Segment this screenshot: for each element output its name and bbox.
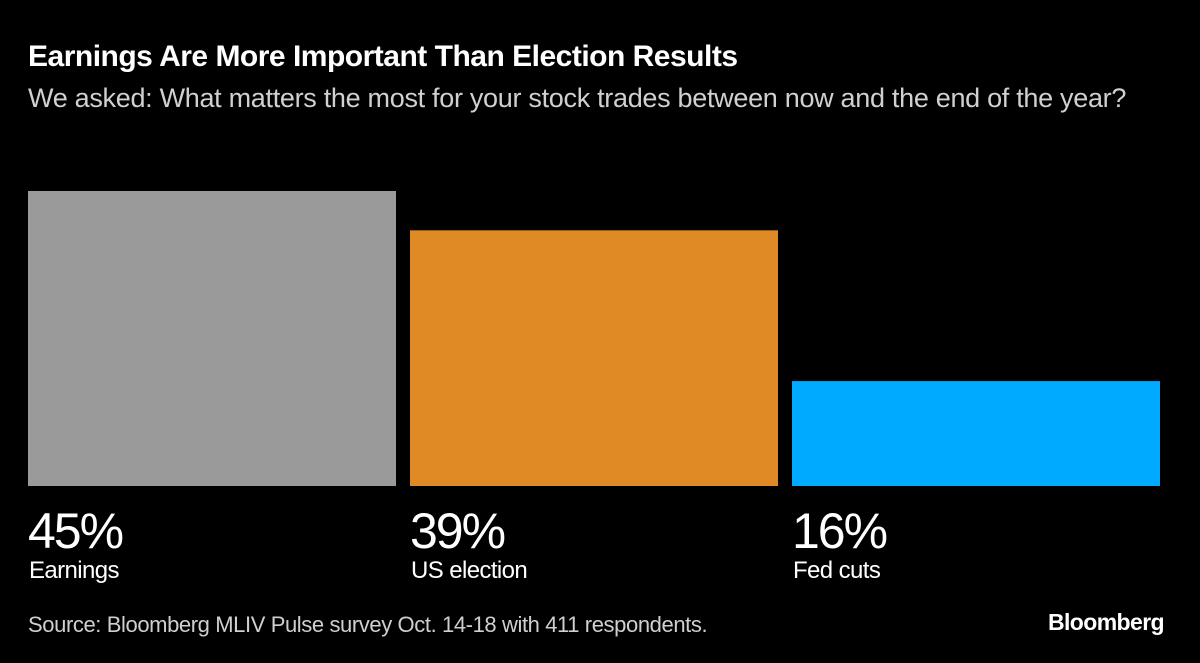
chart-title: Earnings Are More Important Than Electio… — [28, 40, 738, 73]
value-label-us-election: 39% — [410, 503, 506, 559]
bar-fed-cuts — [792, 381, 1160, 486]
category-label-us-election: US election — [411, 557, 528, 584]
value-label-earnings: 45% — [28, 503, 124, 559]
category-label-fed-cuts: Fed cuts — [793, 557, 881, 584]
bloomberg-logo: Bloomberg — [1048, 609, 1165, 635]
source-note: Source: Bloomberg MLIV Pulse survey Oct.… — [28, 612, 708, 637]
chart-subtitle: We asked: What matters the most for your… — [28, 83, 1127, 113]
bar-earnings — [28, 191, 396, 486]
bar-us-election — [410, 230, 778, 486]
category-label-earnings: Earnings — [29, 557, 120, 584]
value-label-fed-cuts: 16% — [792, 503, 888, 559]
